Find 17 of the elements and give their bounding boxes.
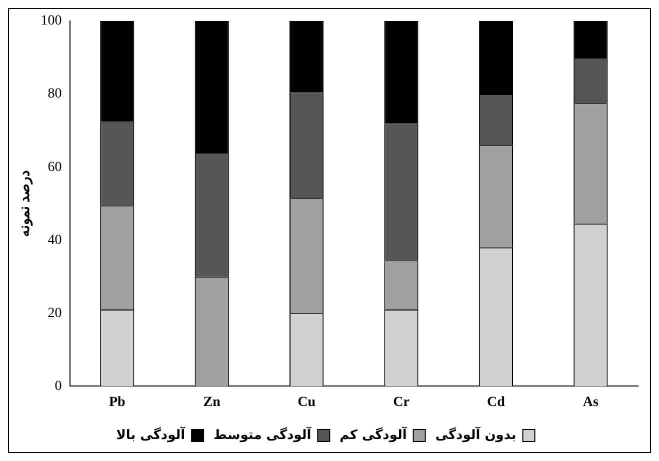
x-tick-label: Cu	[298, 395, 316, 410]
x-tick-label: Zn	[203, 395, 221, 410]
y-axis-title: درصد نمونه	[18, 170, 34, 237]
legend-label: آلودگی متوسط	[214, 426, 312, 443]
x-tick-label: Pb	[108, 395, 126, 410]
legend-label: آلودگی کم	[340, 426, 408, 443]
x-tick-label: As	[582, 395, 599, 410]
y-tick-label: 40	[48, 232, 62, 248]
y-tick-label: 80	[48, 86, 62, 102]
y-tick-label: 60	[48, 160, 62, 175]
y-tick-label: 0	[54, 378, 62, 394]
legend-label: آلودگی بالا	[116, 426, 186, 443]
legend-label: بدون آلودگی	[435, 426, 516, 443]
x-tick-label: Cd	[486, 395, 506, 410]
x-tick-label: Cr	[393, 395, 410, 410]
y-tick-label: 20	[48, 306, 62, 321]
y-tick-label: 100	[40, 14, 62, 29]
